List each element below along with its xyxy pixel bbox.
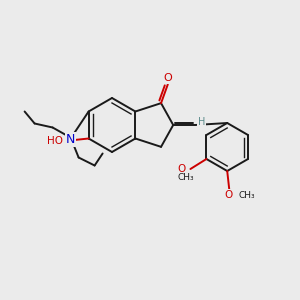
Text: HO: HO (46, 136, 63, 146)
Text: O: O (224, 190, 232, 200)
Text: CH₃: CH₃ (238, 190, 255, 200)
Text: H: H (197, 117, 205, 127)
Text: O: O (177, 164, 185, 174)
Text: N: N (66, 133, 75, 146)
Text: O: O (164, 73, 172, 83)
Text: CH₃: CH₃ (177, 173, 194, 182)
